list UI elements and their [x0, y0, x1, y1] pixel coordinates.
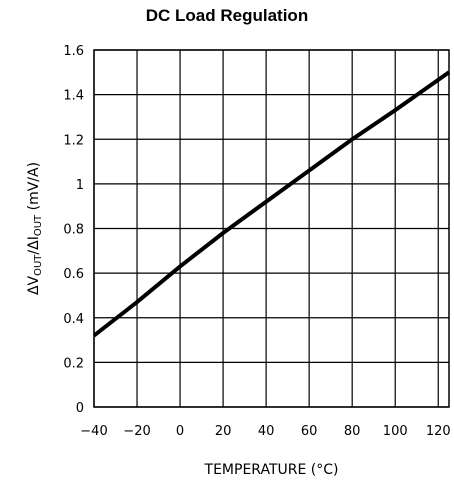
- y-tick-label: 0: [76, 401, 84, 416]
- y-tick-label: 0.8: [63, 223, 84, 238]
- y-tick-label: 0.4: [63, 312, 84, 327]
- y-tick-label: 1.2: [63, 133, 84, 148]
- x-tick-label: 0: [176, 424, 184, 439]
- x-tick-label: 120: [426, 424, 451, 439]
- x-tick-label: −20: [123, 424, 150, 439]
- x-tick-label: 80: [344, 424, 361, 439]
- y-tick-label: 0.2: [63, 356, 84, 371]
- y-tick-label: 0.6: [63, 267, 84, 282]
- y-tick-label: 1.4: [63, 89, 84, 104]
- y-tick-label: 1.6: [63, 44, 84, 59]
- x-axis-label: TEMPERATURE (°C): [204, 462, 339, 478]
- chart-title: DC Load Regulation: [145, 6, 309, 25]
- x-tick-label: −40: [80, 424, 107, 439]
- x-tick-label: 20: [215, 424, 232, 439]
- x-tick-label: 60: [301, 424, 318, 439]
- x-tick-label: 40: [258, 424, 275, 439]
- x-tick-label: 100: [383, 424, 408, 439]
- series-line: [92, 70, 451, 338]
- plot-area-border: [93, 49, 450, 408]
- y-tick-label: 1: [76, 178, 84, 193]
- y-axis-label: ΔVOUT/ΔIOUT (mV/A): [26, 162, 44, 295]
